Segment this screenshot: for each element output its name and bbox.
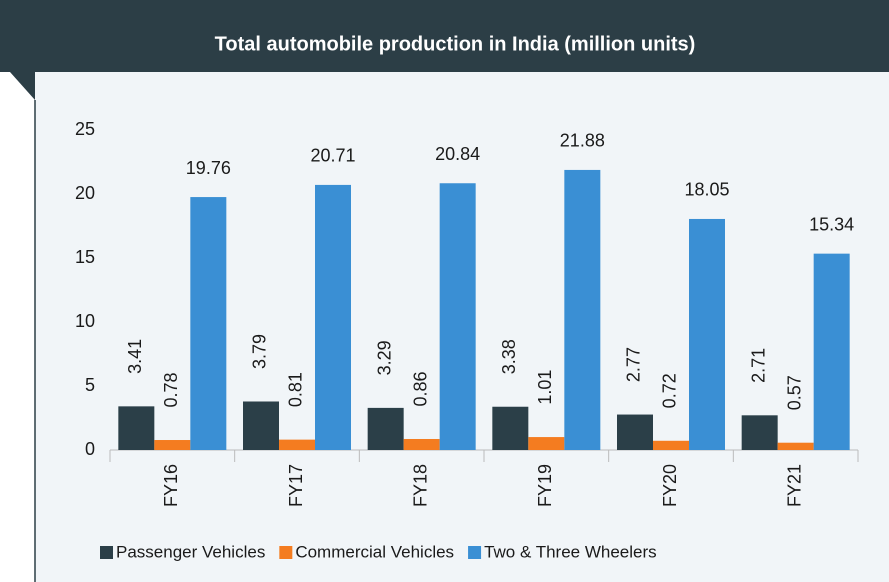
bar <box>315 184 351 451</box>
data-label: 15.34 <box>809 214 854 234</box>
data-label: 0.86 <box>410 371 430 406</box>
corner <box>10 72 35 100</box>
data-label: 20.71 <box>310 146 355 166</box>
y-tick-label: 15 <box>75 247 95 267</box>
data-label: 3.41 <box>125 339 145 374</box>
legend-label: Two & Three Wheelers <box>484 542 657 561</box>
x-tick-label: FY16 <box>161 464 181 507</box>
bar <box>689 218 725 450</box>
x-tick-label: FY20 <box>660 464 680 507</box>
bar <box>777 442 814 450</box>
bar <box>243 401 279 450</box>
data-label: 2.77 <box>624 347 644 382</box>
legend-label: Passenger Vehicles <box>116 542 265 561</box>
y-tick-label: 20 <box>75 183 95 203</box>
legend-swatch <box>468 546 482 559</box>
data-label: 2.71 <box>748 348 768 383</box>
data-label: 0.57 <box>784 375 804 410</box>
data-label: 20.84 <box>435 144 480 164</box>
x-tick-label: FY18 <box>410 464 430 507</box>
data-label: 19.76 <box>186 158 231 178</box>
bar <box>564 169 601 450</box>
x-tick-label: FY17 <box>286 464 306 507</box>
bar <box>653 440 689 450</box>
y-tick-label: 25 <box>75 119 95 139</box>
data-label: 0.72 <box>660 373 680 408</box>
legend-swatch <box>279 546 293 559</box>
data-label: 3.79 <box>250 334 270 369</box>
y-tick-label: 0 <box>85 439 95 459</box>
legend-swatch <box>100 546 113 559</box>
data-label: 0.78 <box>161 372 181 407</box>
data-label: 0.81 <box>286 372 306 407</box>
y-tick-label: 5 <box>85 375 95 395</box>
data-label: 3.29 <box>374 340 394 375</box>
bar <box>279 439 315 450</box>
bar <box>741 415 778 450</box>
y-tick-label: 10 <box>75 311 95 331</box>
x-tick-label: FY21 <box>784 464 804 507</box>
bar <box>367 407 404 450</box>
legend-label: Commercial Vehicles <box>295 542 454 561</box>
bar <box>528 437 565 450</box>
bar <box>492 406 529 450</box>
data-label: 18.05 <box>684 180 729 200</box>
bar <box>190 197 227 450</box>
data-label: 1.01 <box>535 370 555 405</box>
bar <box>617 414 653 450</box>
header <box>0 0 889 72</box>
x-tick-label: FY19 <box>535 464 555 507</box>
bar <box>813 253 850 450</box>
data-label: 21.88 <box>560 131 605 151</box>
chart-title: Total automobile production in India (mi… <box>215 33 696 55</box>
bar <box>118 406 155 450</box>
bar <box>154 440 191 450</box>
bar <box>439 183 476 451</box>
bar <box>403 438 440 450</box>
data-label: 3.38 <box>499 339 519 374</box>
